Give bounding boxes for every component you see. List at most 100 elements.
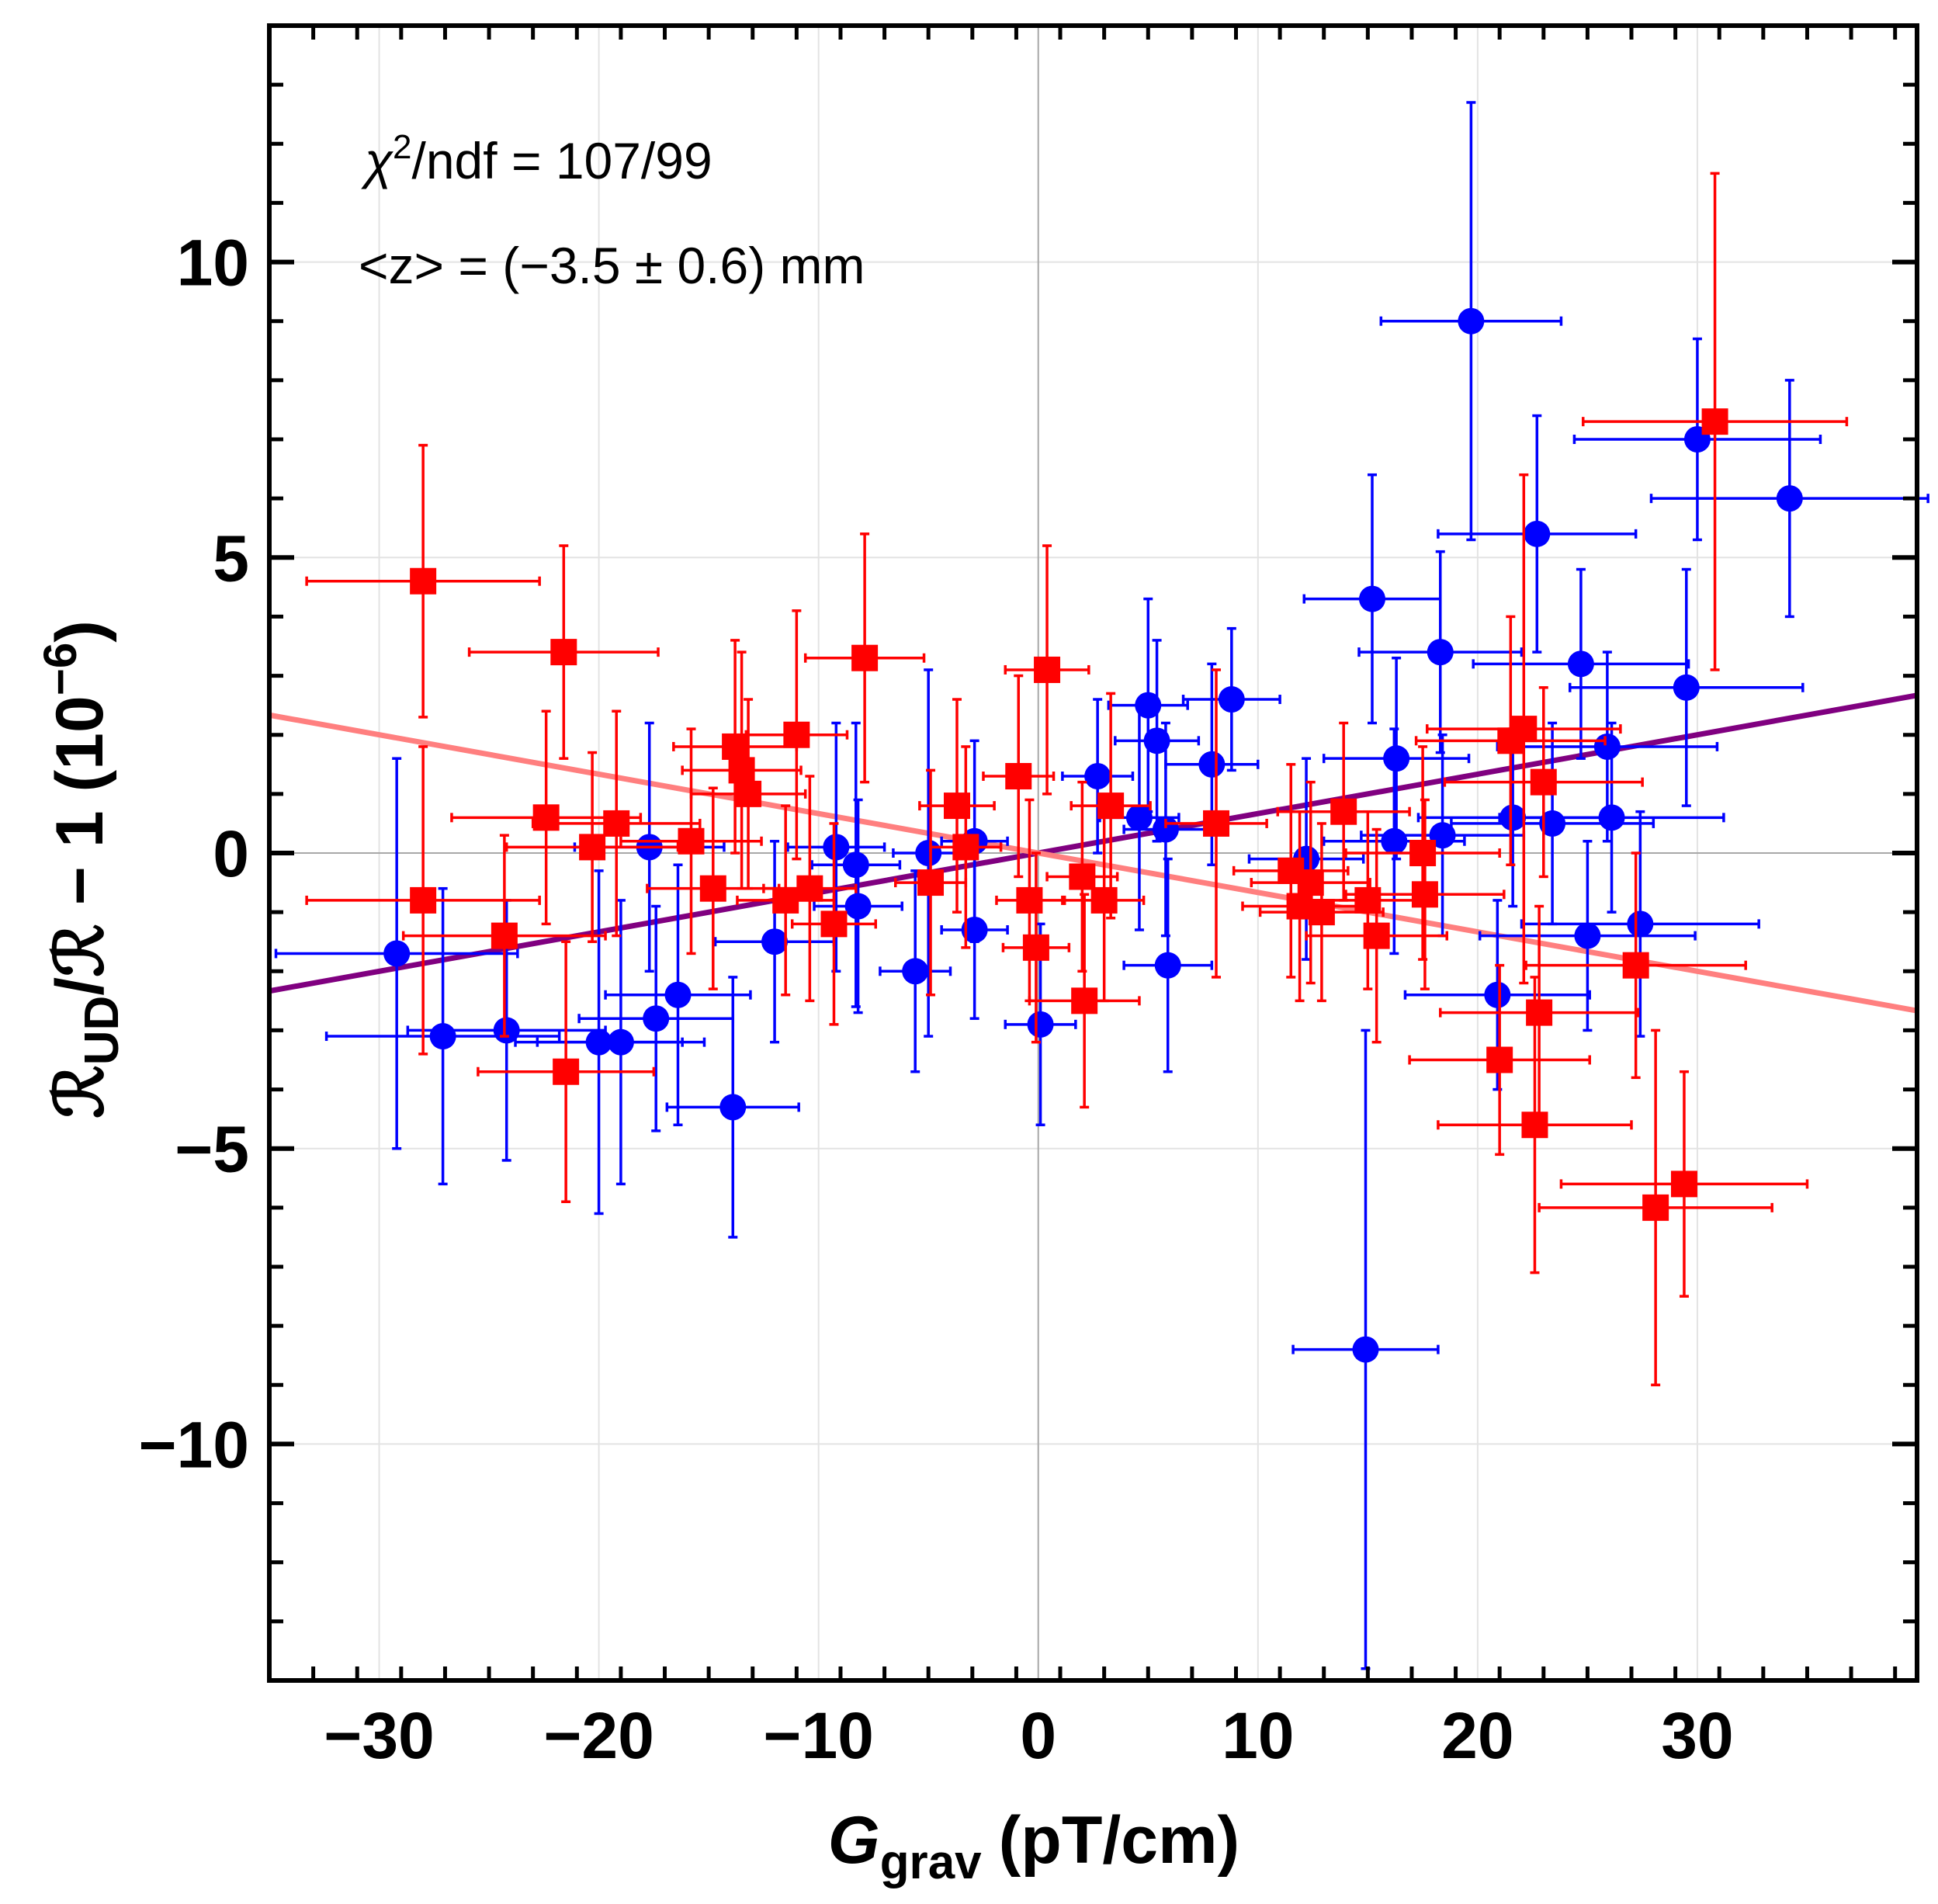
x-tick-label: 10 [1222,1699,1294,1772]
data-point [790,822,878,1026]
x-axis-title-unit: (pT/cm) [999,1803,1240,1878]
square-marker [1297,869,1324,897]
data-point [982,674,1056,879]
y-axis-title: ℛUD/ℛ − 1 (10−6) [34,620,129,1118]
square-marker [1521,1112,1548,1139]
data-point [1001,851,1071,1044]
circle-marker [1027,1011,1054,1038]
data-point [665,976,800,1239]
data-point [1559,1070,1809,1298]
x-tick-label: −30 [324,1699,435,1772]
circle-marker [1381,827,1408,855]
square-marker [1005,763,1032,790]
circle-marker [761,928,789,955]
data-point [689,698,807,890]
data-point [450,709,643,926]
data-point [1232,763,1350,979]
square-marker [796,875,823,902]
circle-marker [1484,981,1511,1008]
square-marker [772,886,799,914]
data-point [1524,851,1747,1080]
circle-marker [643,1005,670,1032]
data-point [1061,698,1135,855]
data-point [324,886,561,1186]
data-point [744,609,849,861]
data-point [1045,780,1119,973]
y-tick-label: 0 [213,817,249,890]
series-red [305,172,1849,1387]
square-marker [410,567,437,595]
circle-marker [1524,520,1551,547]
data-point [1498,721,1725,914]
square-marker [1097,792,1125,820]
data-point [1107,597,1189,813]
circle-marker [1673,674,1700,701]
data-point [1426,473,1622,985]
data-point [536,899,706,1186]
data-point [1181,626,1281,772]
square-marker [1071,987,1098,1014]
y-axis-title-sub: UD [75,996,129,1066]
chi2-symbol: χ [361,132,393,189]
data-point [1004,544,1090,796]
data-point [504,751,680,943]
square-marker [1022,934,1049,961]
circle-marker [1776,485,1803,512]
data-point [1478,840,1697,1032]
data-point [577,904,735,1132]
circle-marker [1198,751,1226,778]
square-marker [851,644,879,671]
data-point [1569,567,1805,807]
data-point [1250,780,1371,985]
square-marker [1701,408,1728,435]
circle-marker [1135,692,1162,719]
x-axis-title: Ggrav (pT/cm) [828,1803,1239,1889]
data-point [940,840,1009,1020]
square-marker [728,757,755,784]
x-tick-label: 30 [1661,1699,1733,1772]
x-tick-label: 20 [1441,1699,1513,1772]
y-axis-title-close: ) [43,620,117,643]
square-marker [1486,1046,1513,1073]
square-marker [1034,656,1061,683]
circle-marker [842,851,869,879]
square-marker [1330,798,1357,825]
circle-marker [915,840,942,866]
circle-marker [1084,763,1111,790]
circle-marker [1574,922,1601,949]
square-marker [553,1058,580,1085]
square-marker [1526,999,1553,1026]
square-marker [1409,840,1437,866]
circle-marker [1598,804,1625,831]
data-point [1247,757,1365,961]
square-marker [491,922,518,949]
square-marker [722,733,749,760]
square-marker [410,886,437,914]
data-point [1472,567,1690,760]
data-point [810,721,902,1008]
circle-marker [902,958,929,985]
y-axis-title-exp: −6 [34,643,86,695]
circle-marker [1352,1336,1379,1363]
data-point [604,863,752,1127]
circle-marker [1358,585,1385,612]
data-point [1408,963,1591,1157]
y-axis-title-main: ℛ [43,1065,117,1118]
circle-marker [719,1094,747,1121]
data-point [1122,857,1214,1073]
square-marker [1670,1170,1697,1198]
data-point [813,798,903,1014]
data-point [1379,101,1563,542]
data-point [531,709,702,938]
square-marker [678,827,705,855]
circle-marker [1427,639,1454,666]
square-marker [1203,810,1230,837]
data-point [1276,721,1411,902]
data-point [1063,798,1146,1003]
circle-marker [961,916,988,943]
data-point [619,727,763,955]
chi2-annotation: χ2/ndf = 107/99 [361,128,712,189]
data-point [1437,976,1633,1275]
data-point [477,940,656,1203]
